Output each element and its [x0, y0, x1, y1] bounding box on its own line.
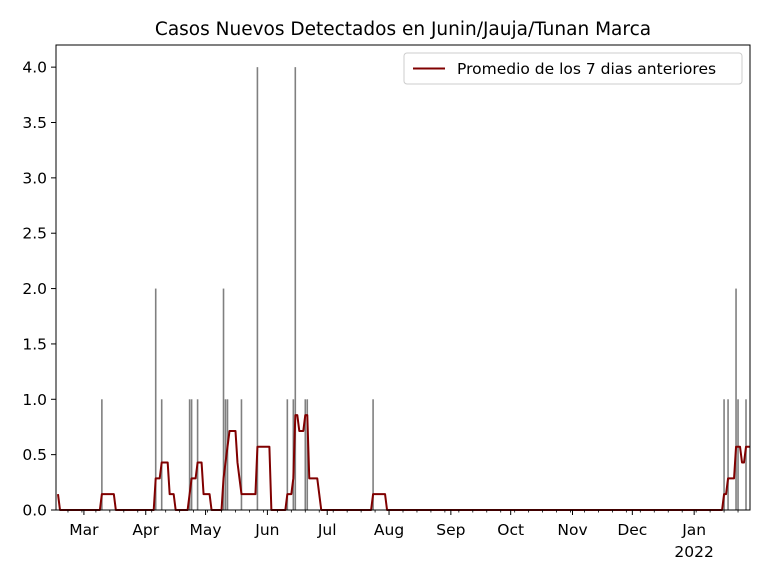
y-tick-label-1: 0.5 — [22, 446, 47, 464]
bar-4 — [190, 399, 193, 510]
bar-19 — [735, 288, 737, 510]
legend-label: Promedio de los 7 dias anteriores — [457, 60, 716, 78]
y-tick-label-7: 3.5 — [22, 114, 47, 132]
x-tick-label-7: Oct — [497, 521, 524, 539]
bar-15 — [306, 399, 309, 510]
x-tick-label-2: May — [190, 521, 222, 539]
bar-3 — [188, 399, 191, 510]
bar-2 — [160, 399, 163, 510]
bar-10 — [256, 67, 259, 511]
chart-title: Casos Nuevos Detectados en Junin/Jauja/T… — [155, 19, 651, 40]
x-tick-label-9: Dec — [617, 521, 647, 539]
bars-layer — [101, 67, 747, 511]
bar-18 — [727, 399, 729, 510]
x-tick-label-6: Sep — [436, 521, 465, 539]
x-tick-label-5: Aug — [374, 521, 404, 539]
legend: Promedio de los 7 dias anteriores — [403, 52, 743, 85]
legend-box — [403, 52, 743, 85]
bar-6 — [222, 288, 225, 510]
x-tick-label-10: Jan — [681, 521, 706, 539]
y-tick-label-6: 3.0 — [22, 169, 47, 187]
bar-9 — [240, 399, 243, 510]
x-tick-label-8: Nov — [557, 521, 587, 539]
bar-13 — [294, 67, 297, 511]
x-tick-label-4: Jul — [317, 521, 337, 539]
y-axis: 0.0 0.5 1.0 1.5 2.0 2.5 3.0 3.5 4.0 — [22, 59, 56, 520]
y-tick-label-4: 2.0 — [22, 280, 47, 298]
bar-20 — [737, 399, 739, 510]
y-tick-label-5: 2.5 — [22, 225, 47, 243]
x-tick-label-0: Mar — [69, 521, 99, 539]
x-tick-label-3: Jun — [254, 521, 279, 539]
y-tick-label-8: 4.0 — [22, 59, 47, 77]
x-tick-sublabel-10: 2022 — [674, 543, 713, 561]
bar-17 — [723, 399, 725, 510]
bar-16 — [372, 399, 374, 510]
bar-0 — [101, 399, 103, 510]
x-tick-label-1: Apr — [132, 521, 159, 539]
y-tick-label-0: 0.0 — [22, 502, 47, 520]
y-tick-label-2: 1.0 — [22, 391, 47, 409]
bar-5 — [196, 399, 199, 510]
bar-11 — [286, 399, 289, 510]
plot-frame — [55, 44, 751, 511]
bar-14 — [304, 399, 307, 510]
x-axis: Mar Apr May Jun Jul Aug Sep Oct Nov Dec Jan 2022 — [67, 510, 739, 561]
bar-1 — [154, 288, 157, 510]
y-tick-label-3: 1.5 — [22, 335, 47, 353]
